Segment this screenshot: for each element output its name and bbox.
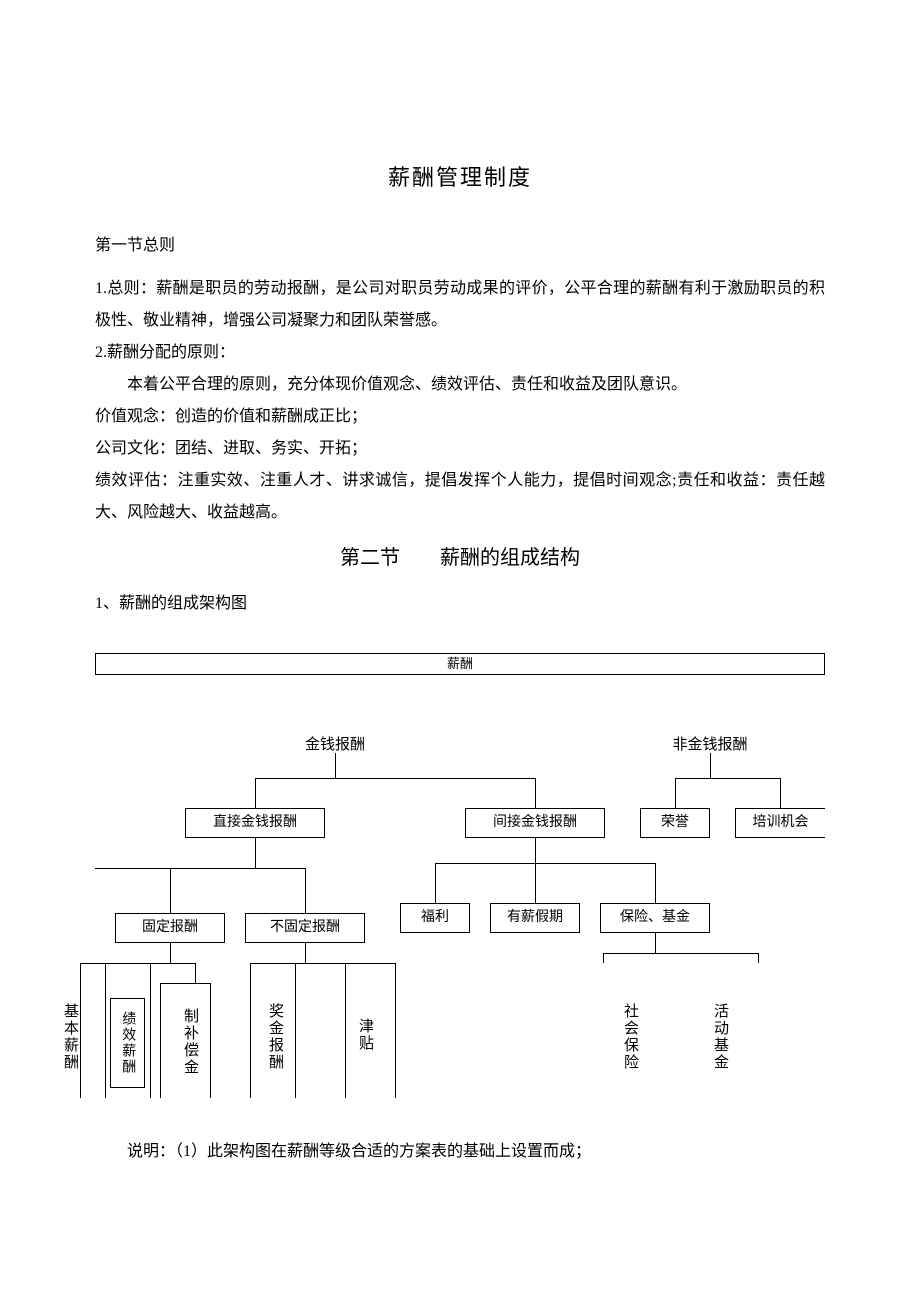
section1-p1: 1.总则：薪酬是职员的劳动报酬，是公司对职员劳动成果的评价，公平合理的薪酬有利于… (95, 273, 825, 337)
node-root: 薪酬 (95, 653, 825, 675)
node-insurance-fund: 保险、基金 (600, 903, 710, 933)
document-title: 薪酬管理制度 (95, 160, 825, 192)
section1-p4: 价值观念：创造的价值和薪酬成正比； (95, 401, 825, 433)
node-welfare: 福利 (400, 903, 470, 933)
section1-p6: 绩效评估：注重实效、注重人才、讲求诚信，提倡发挥个人能力，提倡时间观念;责任和收… (95, 465, 825, 529)
leaf-performance-salary: 绩效薪酬 (110, 998, 145, 1088)
diagram-note: 说明：（1）此架构图在薪酬等级合适的方案表的基础上设置而成； (95, 1136, 825, 1168)
leaf-compensation: 制补偿金 (180, 1008, 201, 1076)
node-honor: 荣誉 (640, 808, 710, 838)
section2-sub1: 1、薪酬的组成架构图 (95, 588, 825, 620)
leaf-bonus: 奖金报酬 (265, 1003, 286, 1071)
leaf-base-salary: 基本薪酬 (60, 1003, 81, 1071)
node-indirect-money: 间接金钱报酬 (465, 808, 605, 838)
leaf-social-insurance: 社会保险 (620, 1003, 641, 1071)
node-variable-pay: 不固定报酬 (245, 913, 365, 943)
org-chart: 薪酬 金钱报酬 非金钱报酬 直接金钱报酬 间接金钱报酬 荣誉 培训机会 (95, 638, 825, 1108)
section2-title: 第二节 薪酬的组成结构 (95, 541, 825, 570)
label-money: 金钱报酬 (275, 733, 395, 754)
section1-p3: 本着公平合理的原则，充分体现价值观念、绩效评估、责任和收益及团队意识。 (95, 369, 825, 401)
node-direct-money: 直接金钱报酬 (185, 808, 325, 838)
label-nonmoney: 非金钱报酬 (650, 733, 770, 754)
leaf-activity-fund: 活动基金 (710, 1003, 731, 1071)
leaf-allowance: 津贴 (355, 1018, 376, 1052)
section2-title-b: 薪酬的组成结构 (440, 547, 580, 569)
section1-p5: 公司文化：团结、进取、务实、开拓； (95, 433, 825, 465)
section1-heading: 第一节总则 (95, 232, 825, 261)
section1-p2: 2.薪酬分配的原则： (95, 337, 825, 369)
page: 薪酬管理制度 第一节总则 1.总则：薪酬是职员的劳动报酬，是公司对职员劳动成果的… (0, 0, 920, 1301)
section2-title-a: 第二节 (340, 547, 400, 569)
node-paid-leave: 有薪假期 (490, 903, 580, 933)
node-fixed-pay: 固定报酬 (115, 913, 225, 943)
node-training: 培训机会 (735, 808, 825, 838)
